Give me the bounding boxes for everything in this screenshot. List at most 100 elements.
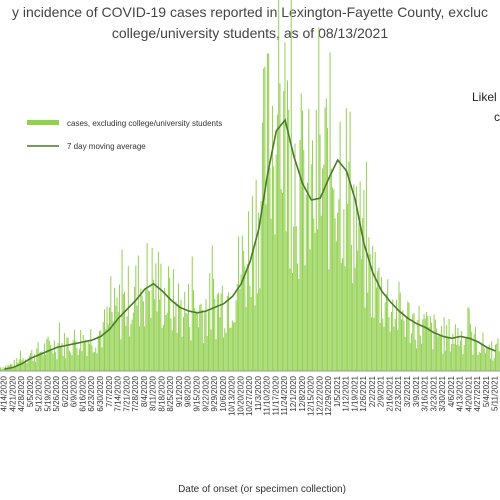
daily-bar xyxy=(258,212,260,371)
x-tick-label: 6/16/2020 xyxy=(79,375,88,411)
annotation-likely-cont: c xyxy=(494,110,500,124)
daily-bar xyxy=(384,302,386,371)
daily-bar xyxy=(152,279,154,371)
daily-bar xyxy=(374,252,376,371)
daily-bar xyxy=(365,161,367,371)
daily-bar xyxy=(447,337,449,371)
daily-bar xyxy=(295,226,297,371)
daily-bar xyxy=(319,134,321,371)
daily-bar xyxy=(338,199,340,371)
daily-bar xyxy=(20,350,22,371)
x-tick-label: 6/30/2020 xyxy=(96,375,105,411)
daily-bar xyxy=(364,307,366,371)
daily-bar xyxy=(21,360,23,371)
x-tick-label: 12/15/2020 xyxy=(307,375,316,416)
x-tick-label: 9/29/2020 xyxy=(210,375,219,411)
daily-bar xyxy=(254,305,256,371)
daily-bar xyxy=(303,149,305,371)
daily-bar xyxy=(458,345,460,371)
daily-bar xyxy=(354,267,356,371)
daily-bar xyxy=(97,336,99,371)
legend-bar-label: cases, excluding college/university stud… xyxy=(67,119,222,128)
daily-bar xyxy=(100,330,102,371)
daily-bar xyxy=(486,347,488,371)
daily-bar xyxy=(357,250,359,371)
daily-bar xyxy=(471,331,473,371)
daily-bar xyxy=(452,333,454,371)
daily-bar xyxy=(329,52,331,372)
daily-bar xyxy=(91,345,93,371)
daily-bar xyxy=(70,352,72,371)
x-tick-label: 11/3/2020 xyxy=(254,375,263,411)
x-tick-label: 4/20/2021 xyxy=(464,375,473,411)
daily-bar xyxy=(332,187,334,371)
daily-bar xyxy=(37,342,39,371)
daily-bar xyxy=(160,263,162,371)
daily-bar xyxy=(180,299,182,371)
daily-bar xyxy=(241,235,243,371)
x-tick-label: 8/4/2020 xyxy=(140,375,149,407)
daily-bar xyxy=(260,200,262,371)
daily-bar xyxy=(340,262,342,371)
daily-bar xyxy=(151,247,153,371)
x-tick-label: 9/22/2020 xyxy=(201,375,210,411)
daily-bar xyxy=(131,319,133,371)
daily-bar xyxy=(115,305,117,371)
daily-bar xyxy=(251,196,253,371)
daily-bar xyxy=(166,312,168,371)
daily-bar xyxy=(134,286,136,371)
daily-bar xyxy=(343,209,345,371)
daily-bar xyxy=(239,289,241,371)
daily-bar xyxy=(484,353,486,371)
daily-bar xyxy=(3,368,5,371)
daily-bar xyxy=(385,293,387,371)
daily-bar xyxy=(175,301,177,371)
daily-bar xyxy=(196,311,198,371)
daily-bar xyxy=(263,68,265,371)
daily-bar xyxy=(467,307,469,371)
daily-bar xyxy=(494,344,496,371)
daily-bar xyxy=(479,353,481,371)
daily-bar xyxy=(255,179,257,371)
daily-bar xyxy=(176,332,178,371)
x-tick-label: 6/2/2020 xyxy=(61,375,70,407)
daily-bar xyxy=(106,306,108,371)
daily-bar xyxy=(350,244,352,371)
daily-bar xyxy=(81,351,83,371)
x-tick-label: 11/10/2020 xyxy=(263,375,272,415)
daily-bar xyxy=(137,255,139,371)
daily-bar xyxy=(418,305,420,371)
x-tick-label: 4/13/2021 xyxy=(456,375,465,411)
daily-bar xyxy=(422,319,424,371)
daily-bar xyxy=(63,332,65,371)
daily-bar xyxy=(102,322,104,371)
daily-bar xyxy=(496,343,498,371)
daily-bar xyxy=(324,107,326,371)
x-tick-label: 10/6/2020 xyxy=(219,375,228,411)
daily-bar xyxy=(165,314,167,371)
daily-bar xyxy=(474,327,476,371)
daily-bar xyxy=(491,341,493,371)
daily-bar xyxy=(347,203,349,371)
daily-bar xyxy=(266,53,268,371)
daily-bar xyxy=(233,322,235,371)
daily-bar xyxy=(169,277,171,371)
daily-bar xyxy=(159,299,161,371)
moving-average-line xyxy=(4,118,496,370)
daily-bar xyxy=(226,295,228,371)
x-tick-label: 8/11/2020 xyxy=(149,375,158,411)
daily-bar xyxy=(488,344,490,371)
daily-bar xyxy=(111,311,113,371)
daily-bar xyxy=(56,359,58,371)
daily-bar xyxy=(432,349,434,371)
daily-bar xyxy=(66,337,68,371)
daily-bar xyxy=(229,327,231,371)
daily-bar xyxy=(16,358,18,371)
daily-bar xyxy=(77,355,79,371)
daily-bar xyxy=(30,353,32,371)
x-tick-label: 5/19/2020 xyxy=(43,375,52,411)
daily-bar xyxy=(194,308,196,371)
x-tick-label: 7/28/2020 xyxy=(131,375,140,411)
daily-bar xyxy=(174,316,176,371)
